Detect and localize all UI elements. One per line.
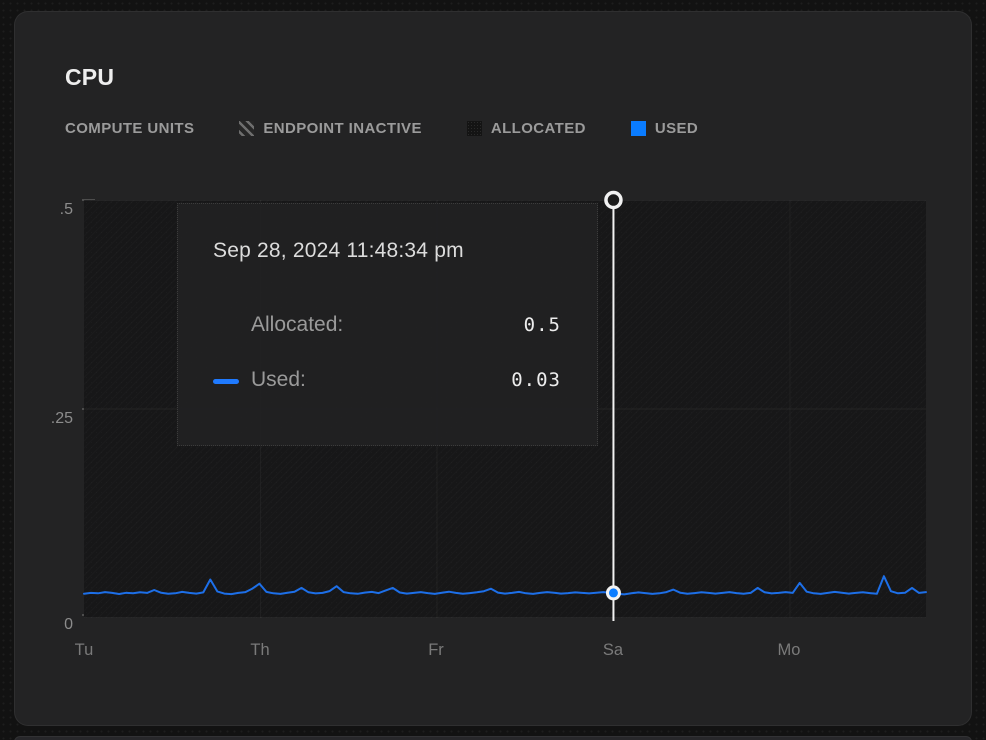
tooltip-row-used: Used: 0.03 [178, 366, 597, 394]
legend-item-label: ALLOCATED [490, 119, 586, 137]
x-axis-tick-label: Mo [777, 641, 801, 659]
x-axis-tick-label: Tu [74, 641, 94, 659]
legend-item-allocated[interactable]: ALLOCATED [466, 119, 586, 137]
dark-square-icon [466, 120, 482, 136]
legend-item-used[interactable]: USED [630, 119, 699, 137]
card-title: CPU [65, 64, 115, 90]
cpu-metrics-card: CPU COMPUTE UNITS ENDPOINT INACTIVE ALLO… [14, 11, 972, 726]
tooltip-row-allocated: Allocated: 0.5 [178, 311, 597, 339]
hatch-square-icon [239, 120, 255, 136]
blue-square-icon [630, 120, 646, 136]
x-axis-tick-label: Fr [428, 641, 444, 659]
tooltip-timestamp: Sep 28, 2024 11:48:34 pm [213, 239, 464, 262]
y-axis-tick-label: 0 [64, 616, 73, 633]
x-axis-tick-label: Th [250, 641, 270, 659]
legend-item-endpoint-inactive[interactable]: ENDPOINT INACTIVE [239, 120, 421, 137]
tooltip-row-label: Allocated: [251, 313, 344, 336]
y-axis-tick-label: .25 [50, 410, 73, 427]
used-line-icon [213, 379, 239, 384]
chart-legend: COMPUTE UNITS ENDPOINT INACTIVE ALLOCATE… [65, 117, 698, 139]
chart-tooltip: Sep 28, 2024 11:48:34 pm Allocated: 0.5 … [177, 203, 598, 446]
x-axis-tick-label: Sa [602, 641, 624, 659]
tooltip-row-value: 0.5 [523, 314, 561, 336]
legend-units-label: COMPUTE UNITS [65, 119, 195, 137]
tooltip-row-label: Used: [251, 368, 306, 391]
next-card-top-edge [14, 736, 972, 740]
legend-item-label: USED [654, 119, 699, 137]
tooltip-row-value: 0.03 [511, 369, 561, 391]
y-axis-tick-label: .5 [59, 201, 73, 218]
legend-item-label: ENDPOINT INACTIVE [263, 119, 422, 137]
